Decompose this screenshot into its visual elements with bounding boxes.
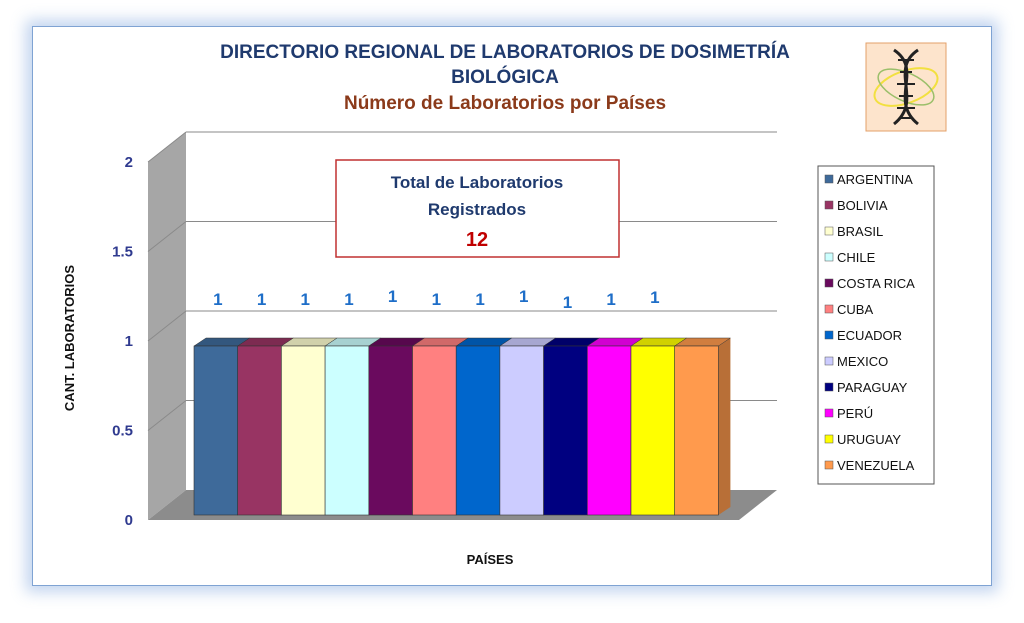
- bars: [193, 337, 732, 516]
- legend-item: BOLIVIA: [824, 198, 888, 213]
- gridline-side: [147, 221, 187, 252]
- gridline-side: [147, 400, 187, 431]
- bar-venezuela: [673, 337, 732, 516]
- gridline-side: [147, 131, 187, 163]
- legend-swatch: [824, 226, 834, 236]
- y-axis-label: CANT. LABORATORIOS: [62, 265, 77, 411]
- legend-item: ECUADOR: [824, 328, 902, 343]
- chart-title-line2: BIOLÓGICA: [451, 66, 559, 88]
- bar-brasil: [280, 337, 338, 516]
- bar-perú: [586, 337, 644, 516]
- y-tick-label: 1.5: [112, 244, 133, 261]
- data-label: 1: [301, 290, 310, 309]
- legend-item: ARGENTINA: [824, 172, 913, 187]
- data-label: 1: [213, 290, 222, 309]
- y-tick-label: 0.5: [112, 423, 133, 440]
- legend-swatch: [824, 356, 834, 366]
- bar-costa-rica: [367, 337, 426, 516]
- total-box: Total de Laboratorios Registrados 12: [335, 159, 620, 258]
- legend-swatch: [824, 382, 834, 392]
- chart-subtitle: Número de Laboratorios por Países: [344, 93, 666, 114]
- bar-cuba: [411, 337, 470, 516]
- legend: [817, 165, 935, 485]
- data-label: 1: [257, 290, 266, 309]
- x-axis-label: PAÍSES: [467, 552, 514, 567]
- legend-item: PERÚ: [824, 406, 873, 421]
- total-box-value: 12: [466, 229, 488, 251]
- legend-label: COSTA RICA: [837, 276, 915, 291]
- chart-title-line1: DIRECTORIO REGIONAL DE LABORATORIOS DE D…: [220, 41, 790, 63]
- bar-uruguay: [630, 337, 688, 516]
- legend-label: BRASIL: [837, 224, 883, 239]
- legend-label: BOLIVIA: [837, 198, 888, 213]
- legend-swatch: [824, 174, 834, 184]
- y-tick-label: 1: [125, 333, 133, 350]
- legend-item: URUGUAY: [824, 432, 901, 447]
- data-label: 1: [606, 290, 615, 309]
- legend-entries: ARGENTINA BOLIVIA BRASIL CHILE COSTA RICA CUB…: [824, 172, 915, 473]
- data-labels: 1 1 1 1 1 1 1 1 1 1 1: [213, 287, 659, 312]
- legend-swatch: [824, 200, 834, 210]
- legend-swatch: [824, 278, 834, 288]
- dna-icon: [865, 42, 947, 132]
- legend-swatch: [824, 304, 834, 314]
- legend-label: PERÚ: [837, 406, 873, 421]
- legend-item: BRASIL: [824, 224, 883, 239]
- legend-item: MEXICO: [824, 354, 888, 369]
- data-label: 1: [475, 290, 484, 309]
- legend-label: MEXICO: [837, 354, 888, 369]
- gridline-side: [147, 310, 187, 342]
- legend-swatch: [824, 408, 834, 418]
- legend-label: ECUADOR: [837, 328, 902, 343]
- legend-item: CUBA: [824, 302, 873, 317]
- legend-label: PARAGUAY: [837, 380, 908, 395]
- data-label: 1: [432, 290, 441, 309]
- total-box-title-line1: Total de Laboratorios: [391, 173, 564, 192]
- data-label: 1: [519, 287, 528, 306]
- bar-mexico: [499, 337, 557, 516]
- y-tick-label: 0: [125, 512, 133, 529]
- legend-label: CUBA: [837, 302, 873, 317]
- legend-item: PARAGUAY: [824, 380, 908, 395]
- bar-argentina: [193, 337, 251, 516]
- legend-swatch: [824, 460, 834, 470]
- legend-label: VENEZUELA: [837, 458, 915, 473]
- data-label: 1: [650, 288, 659, 307]
- legend-swatch: [824, 330, 834, 340]
- y-tick-label: 2: [125, 154, 133, 171]
- legend-swatch: [824, 252, 834, 262]
- legend-swatch: [824, 434, 834, 444]
- legend-item: VENEZUELA: [824, 458, 915, 473]
- bar-chile: [324, 337, 382, 516]
- legend-label: URUGUAY: [837, 432, 901, 447]
- y-axis-ticks: 0 0.5 1 1.5 2: [112, 154, 133, 529]
- total-box-title-line2: Registrados: [428, 200, 526, 219]
- legend-item: CHILE: [824, 250, 876, 265]
- legend-label: CHILE: [837, 250, 876, 265]
- data-label: 1: [344, 290, 353, 309]
- data-label: 1: [563, 293, 572, 312]
- legend-item: COSTA RICA: [824, 276, 915, 291]
- data-label: 1: [388, 287, 397, 306]
- bar-paraguay: [542, 337, 601, 516]
- legend-label: ARGENTINA: [837, 172, 913, 187]
